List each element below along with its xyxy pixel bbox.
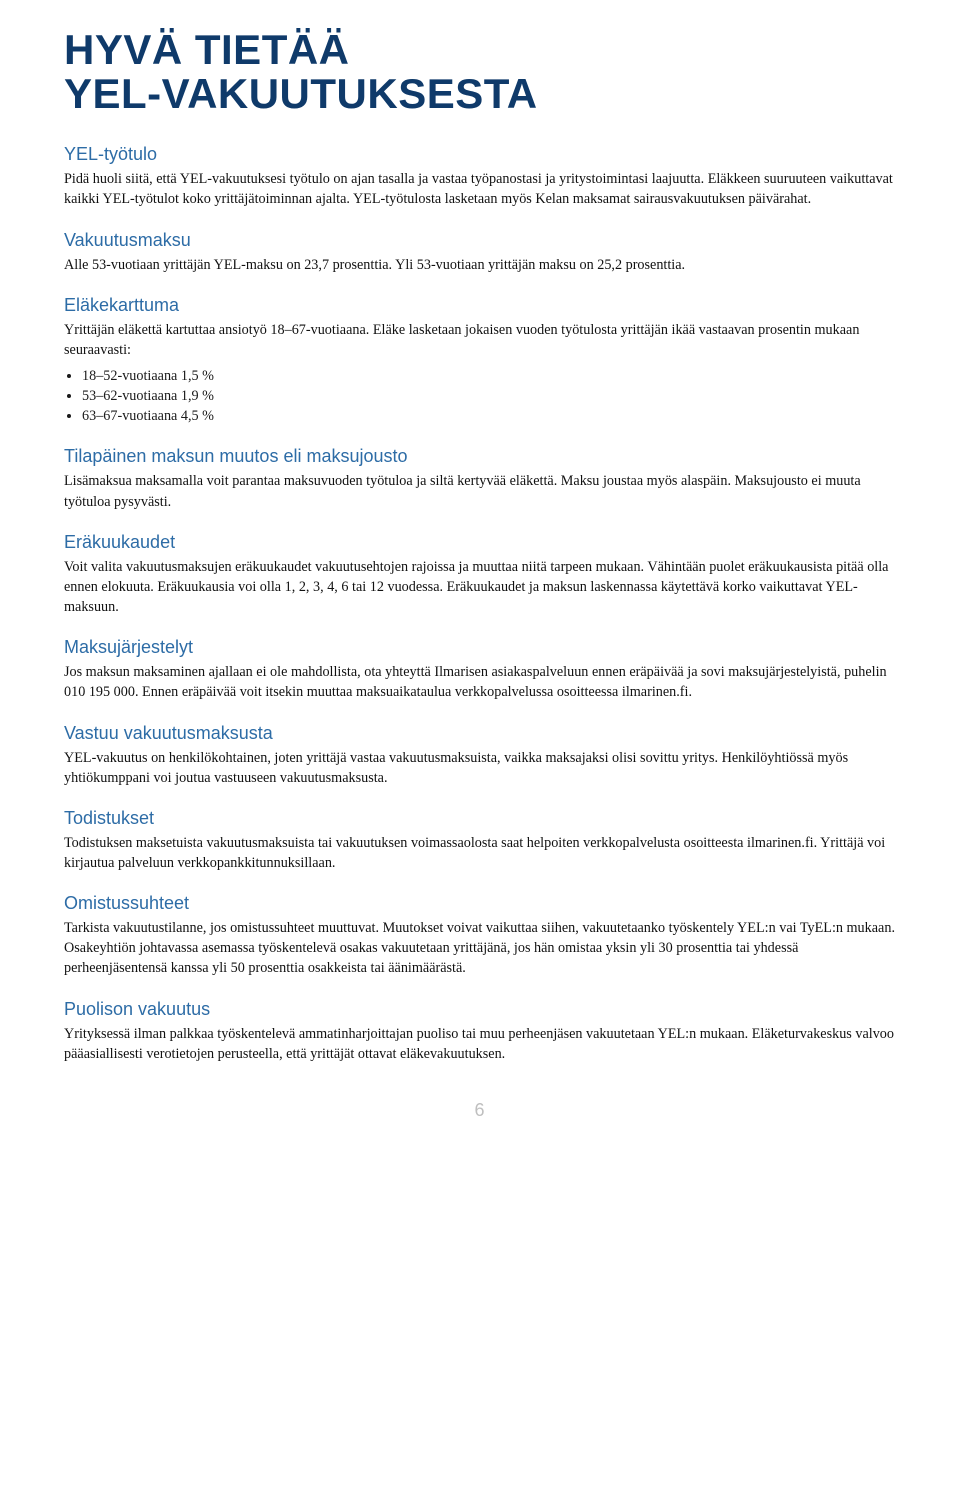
section-heading: Eräkuukaudet xyxy=(64,532,896,553)
section-maksujousto: Tilapäinen maksun muutos eli maksujousto… xyxy=(64,446,896,511)
section-heading: YEL-työtulo xyxy=(64,144,896,165)
bullet-list: 18–52-vuotiaana 1,5 % 53–62-vuotiaana 1,… xyxy=(64,366,896,426)
body-paragraph: Todistuksen maksetuista vakuutusmaksuist… xyxy=(64,833,896,873)
body-paragraph: Yrittäjän eläkettä kartuttaa ansiotyö 18… xyxy=(64,320,896,360)
title-line-1: HYVÄ TIETÄÄ xyxy=(64,26,350,73)
page-number: 6 xyxy=(64,1100,896,1121)
document-page: HYVÄ TIETÄÄ YEL-VAKUUTUKSESTA YEL-työtul… xyxy=(0,0,960,1510)
section-heading: Maksujärjestelyt xyxy=(64,637,896,658)
section-heading: Todistukset xyxy=(64,808,896,829)
list-item: 53–62-vuotiaana 1,9 % xyxy=(82,386,896,406)
page-title: HYVÄ TIETÄÄ YEL-VAKUUTUKSESTA xyxy=(64,28,896,116)
body-paragraph: Lisämaksua maksamalla voit parantaa maks… xyxy=(64,471,896,511)
section-maksujarjestelyt: Maksujärjestelyt Jos maksun maksaminen a… xyxy=(64,637,896,702)
section-heading: Vastuu vakuutusmaksusta xyxy=(64,723,896,744)
section-heading: Puolison vakuutus xyxy=(64,999,896,1020)
title-line-2: YEL-VAKUUTUKSESTA xyxy=(64,70,538,117)
section-yel-tyotulo: YEL-työtulo Pidä huoli siitä, että YEL-v… xyxy=(64,144,896,209)
section-vastuu: Vastuu vakuutusmaksusta YEL-vakuutus on … xyxy=(64,723,896,788)
section-omistussuhteet: Omistussuhteet Tarkista vakuutustilanne,… xyxy=(64,893,896,978)
section-heading: Omistussuhteet xyxy=(64,893,896,914)
section-elakekarttuma: Eläkekarttuma Yrittäjän eläkettä kartutt… xyxy=(64,295,896,427)
body-paragraph: Yrityksessä ilman palkkaa työskentelevä … xyxy=(64,1024,896,1064)
section-todistukset: Todistukset Todistuksen maksetuista vaku… xyxy=(64,808,896,873)
body-paragraph: Jos maksun maksaminen ajallaan ei ole ma… xyxy=(64,662,896,702)
body-paragraph: Tarkista vakuutustilanne, jos omistussuh… xyxy=(64,918,896,978)
section-heading: Vakuutusmaksu xyxy=(64,230,896,251)
body-paragraph: Voit valita vakuutusmaksujen eräkuukaude… xyxy=(64,557,896,617)
body-paragraph: YEL-vakuutus on henkilökohtainen, joten … xyxy=(64,748,896,788)
section-heading: Eläkekarttuma xyxy=(64,295,896,316)
list-item: 18–52-vuotiaana 1,5 % xyxy=(82,366,896,386)
section-puolison-vakuutus: Puolison vakuutus Yrityksessä ilman palk… xyxy=(64,999,896,1064)
section-heading: Tilapäinen maksun muutos eli maksujousto xyxy=(64,446,896,467)
section-vakuutusmaksu: Vakuutusmaksu Alle 53-vuotiaan yrittäjän… xyxy=(64,230,896,275)
body-paragraph: Pidä huoli siitä, että YEL-vakuutuksesi … xyxy=(64,169,896,209)
section-erakuukaudet: Eräkuukaudet Voit valita vakuutusmaksuje… xyxy=(64,532,896,617)
body-paragraph: Alle 53-vuotiaan yrittäjän YEL-maksu on … xyxy=(64,255,896,275)
list-item: 63–67-vuotiaana 4,5 % xyxy=(82,406,896,426)
